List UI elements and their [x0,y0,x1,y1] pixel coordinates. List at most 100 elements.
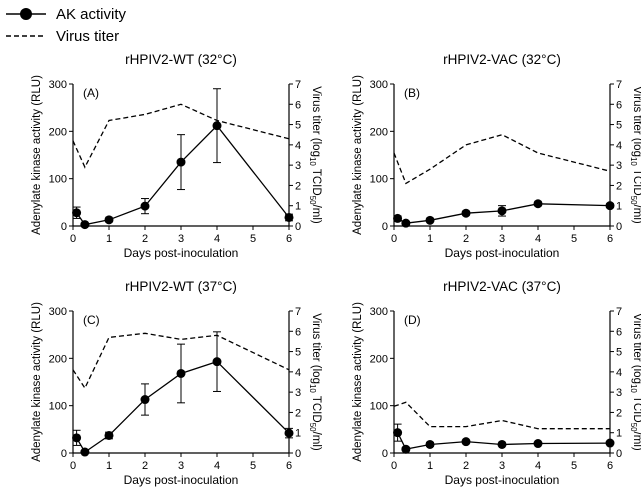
x-tick-label: 6 [286,460,292,472]
x-tick-label: 6 [607,233,613,245]
x-tick-label: 2 [463,233,469,245]
y2-tick-label: 6 [295,326,301,338]
ak-activity-point [72,433,82,443]
y2-tick-label: 5 [295,347,301,359]
y2-tick-label: 2 [295,407,301,419]
y2-label-part: TCID [631,393,641,423]
panel-letter: (C) [83,313,100,327]
y2-tick-label: 1 [616,201,622,213]
y2-label-part: 50 [308,196,317,205]
y2-tick-label: 1 [295,201,301,213]
ak-activity-point [140,201,150,211]
panel-title: rHPIV2-VAC (32°C) [443,52,561,67]
y2-tick-label: 3 [295,160,301,172]
ak-activity-point [284,212,294,222]
ak-activity-point [212,357,222,367]
x-tick-label: 6 [286,233,292,245]
y2-label-part: Virus titer (log [310,86,322,157]
y2-label-part: /ml) [631,432,641,451]
x-tick-label: 3 [178,233,184,245]
y2-tick-label: 3 [616,160,622,172]
y-axis-label: Adenylate kinase activity (RLU) [352,302,364,462]
legend-ak-label: AK activity [56,6,127,23]
y2-tick-label: 2 [295,180,301,192]
y-axis-label: Adenylate kinase activity (RLU) [352,75,364,235]
y2-tick-label: 0 [616,221,622,233]
ak-activity-point [533,439,543,449]
ak-activity-point [497,206,507,216]
y2-tick-label: 3 [295,387,301,399]
x-axis-label: Days post-inoculation [124,473,239,487]
y2-tick-label: 7 [295,79,301,91]
ak-activity-line [76,124,290,226]
ak-activity-point [393,213,403,223]
y2-tick-label: 4 [616,140,622,152]
y-tick-label: 300 [49,306,67,318]
ak-activity-point [401,444,411,454]
x-tick-label: 1 [427,460,433,472]
y-tick-label: 200 [49,126,67,138]
x-axis-label: Days post-inoculation [445,473,560,487]
ak-activity-point [176,368,186,378]
x-tick-label: 0 [70,233,76,245]
y-axis-label: Adenylate kinase activity (RLU) [31,302,43,462]
y-tick-label: 100 [49,174,67,186]
legend: AK activity Virus titer [6,6,127,45]
legend-titer-label: Virus titer [56,28,119,45]
x-tick-label: 0 [391,233,397,245]
y-tick-label: 0 [61,448,67,460]
y2-tick-label: 6 [616,326,622,338]
panel-title: rHPIV2-WT (37°C) [125,279,237,294]
y2-label-part: TCID [310,166,322,196]
y-tick-label: 300 [49,79,67,91]
y2-label-part: 10 [308,384,317,393]
y2-label-part: 10 [629,384,638,393]
x-tick-label: 5 [250,460,256,472]
panel-letter: (D) [404,313,421,327]
y2-tick-label: 0 [295,221,301,233]
x-tick-label: 1 [106,233,112,245]
virus-titer-line [393,401,610,430]
ak-activity-point [425,439,435,449]
x-tick-label: 1 [106,460,112,472]
ak-activity-point [425,215,435,225]
y-tick-label: 200 [49,353,67,365]
y2-label-part: 50 [629,423,638,432]
y-tick-label: 200 [370,353,388,365]
ak-activity-point [461,437,471,447]
y-tick-label: 300 [370,79,388,91]
ak-activity-point [533,199,543,209]
y2-tick-label: 7 [616,306,622,318]
panel-letter: (B) [404,86,420,100]
y2-label-part: Virus titer (log [631,313,641,384]
y2-axis-label: Virus titer (log10 TCID50/ml) [308,313,322,451]
y2-axis-label: Virus titer (log10 TCID50/ml) [629,313,641,451]
ak-activity-point [393,428,403,438]
x-tick-label: 4 [214,460,220,472]
y2-tick-label: 2 [616,407,622,419]
ak-activity-point [104,430,114,440]
y2-label-part: TCID [310,393,322,423]
x-axis-label: Days post-inoculation [124,246,239,260]
y-tick-label: 300 [370,306,388,318]
x-tick-label: 2 [142,460,148,472]
y2-label-part: /ml) [310,205,322,224]
y2-tick-label: 5 [616,120,622,132]
ak-activity-point [140,395,150,405]
y2-tick-label: 2 [616,180,622,192]
ak-activity-point [605,201,615,211]
y2-tick-label: 6 [616,99,622,111]
panel-title: rHPIV2-WT (32°C) [125,52,237,67]
x-tick-label: 6 [607,460,613,472]
x-tick-label: 3 [499,233,505,245]
x-tick-label: 5 [571,460,577,472]
y2-label-part: 10 [629,157,638,166]
y-tick-label: 200 [370,126,388,138]
ak-activity-point [104,215,114,225]
y2-tick-label: 0 [616,448,622,460]
ak-activity-point [497,439,507,449]
y2-tick-label: 0 [295,448,301,460]
ak-activity-point [80,220,90,230]
